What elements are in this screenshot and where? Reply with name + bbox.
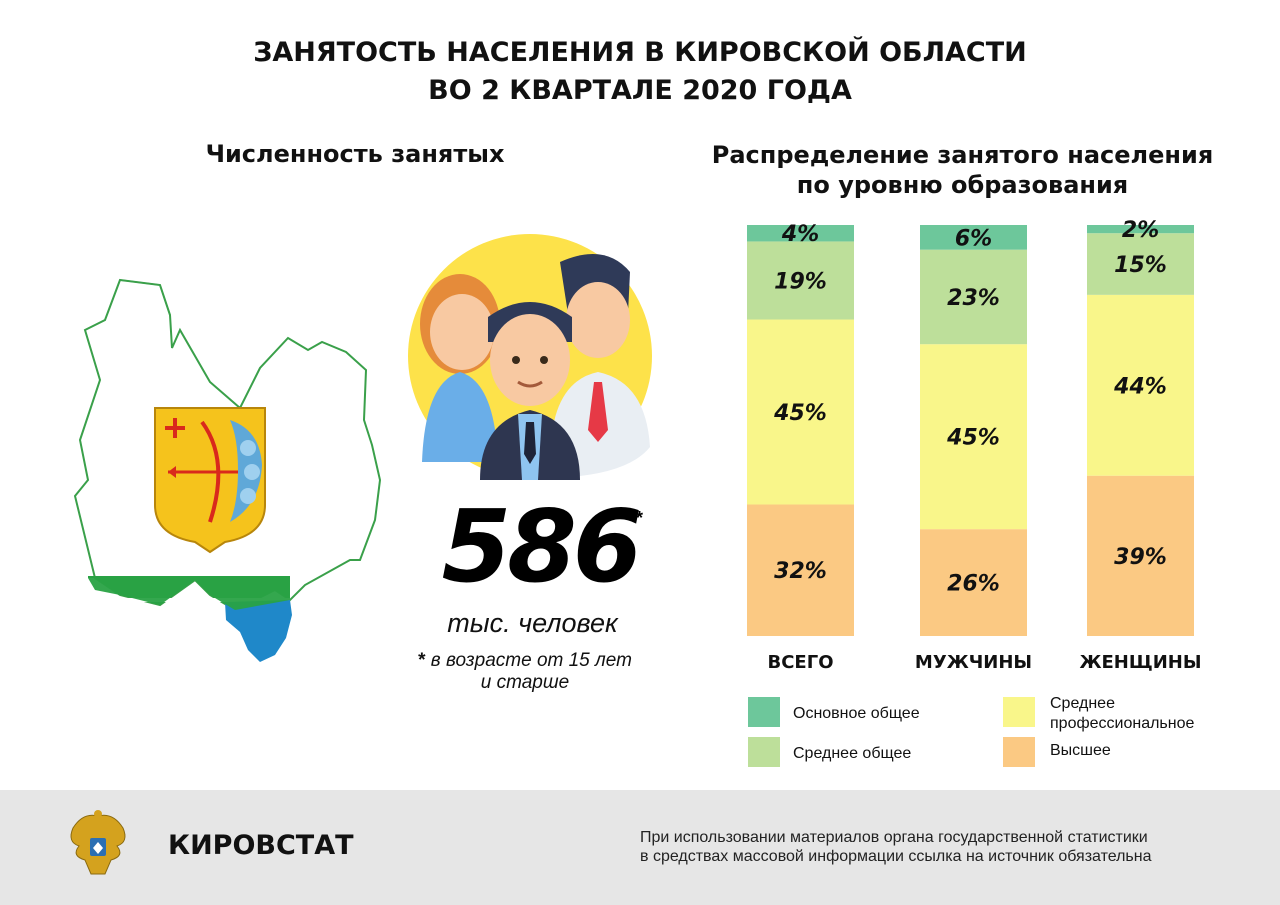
legend-label-vocational-line2: профессиональное <box>1050 715 1195 732</box>
chart-heading-line1: Распределение занятого населения <box>711 141 1214 169</box>
footnote-mark: * <box>418 650 426 671</box>
legend-label-vocational: Среднее профессиональное <box>1050 694 1194 734</box>
legend-label-higher: Высшее <box>1050 742 1111 759</box>
page-title-line2: ВО 2 КВАРТАЛЕ 2020 ГОДА <box>428 75 852 106</box>
page-title: ЗАНЯТОСТЬ НАСЕЛЕНИЯ В КИРОВСКОЙ ОБЛАСТИ … <box>0 34 1280 110</box>
bar-segment <box>1087 233 1194 295</box>
bar-value-label: 4% <box>781 222 819 247</box>
kirov-coat-of-arms-icon <box>154 407 266 554</box>
chart-heading: Распределение занятого населения по уров… <box>690 140 1235 200</box>
employed-count-footnote-mark: * <box>636 508 644 528</box>
page-title-line1: ЗАНЯТОСТЬ НАСЕЛЕНИЯ В КИРОВСКОЙ ОБЛАСТИ <box>253 37 1027 68</box>
bar-segment <box>920 344 1027 530</box>
people-group-icon <box>408 234 652 480</box>
legend-label-secondary: Среднее общее <box>793 745 912 762</box>
category-label: МУЖЧИНЫ <box>915 652 1032 673</box>
flag-white-strip <box>90 598 290 602</box>
region-inner-1 <box>119 279 171 316</box>
bar-value-label: 45% <box>946 426 1000 451</box>
bar-segment <box>920 249 1027 345</box>
legend-label-vocational-line1: Среднее <box>1050 695 1115 712</box>
bar-segment <box>920 529 1027 636</box>
employed-unit: тыс. человек <box>447 608 618 638</box>
flag-blue-area <box>225 600 292 662</box>
disclaimer: При использовании материалов органа госу… <box>640 828 1220 866</box>
category-label: ВСЕГО <box>768 652 834 673</box>
disclaimer-line2: в средствах массовой информации ссылка н… <box>640 848 1152 865</box>
footer <box>0 790 1280 905</box>
bar-value-label: 15% <box>1114 253 1167 278</box>
bar-value-label: 19% <box>774 269 827 294</box>
kirov-region-map-icon <box>73 278 382 662</box>
chart-heading-line2: по уровню образования <box>796 171 1129 199</box>
employed-count: 586 <box>441 488 643 605</box>
disclaimer-line1: При использовании материалов органа госу… <box>640 829 1148 846</box>
bar-value-label: 32% <box>774 559 827 584</box>
bar-segment <box>747 225 854 242</box>
bar-segment <box>1087 475 1194 636</box>
legend-swatch-higher <box>1003 737 1035 767</box>
bar-value-label: 6% <box>955 226 992 251</box>
bar-segment <box>747 319 854 505</box>
legend-swatch-vocational <box>1003 697 1035 727</box>
bar-value-label: 2% <box>1122 218 1159 243</box>
education-stacked-bar-chart: 32% 45% 19% 4% ВСЕГО 26% 45% 23% 6% МУЖЧИНЫ 39% 44%… <box>747 218 1202 673</box>
org-name: КИРОВСТАТ <box>168 830 354 861</box>
bar-value-label: 45% <box>773 401 827 426</box>
bar-segment <box>1087 225 1194 234</box>
legend-swatch-secondary <box>748 737 780 767</box>
footnote-line2: и старше <box>480 672 570 693</box>
employed-footnote: * в возрасте от 15 лет и старше <box>395 650 655 694</box>
bar-value-label: 26% <box>947 572 1000 597</box>
bar-segment <box>1087 294 1194 476</box>
rosstat-emblem-icon <box>70 810 126 875</box>
flag-green-tail <box>88 578 290 610</box>
bar-segment <box>747 504 854 636</box>
bar-segment <box>747 241 854 320</box>
bar-value-label: 44% <box>1113 374 1167 399</box>
bar-value-label: 39% <box>1114 545 1167 570</box>
category-label: ЖЕНЩИНЫ <box>1079 652 1201 673</box>
legend-label-basic: Основное общее <box>793 705 920 722</box>
legend-swatch-basic <box>748 697 780 727</box>
bar-segment <box>920 225 1027 250</box>
footnote-line1: в возрасте от 15 лет <box>430 650 632 671</box>
employed-heading: Численность занятых <box>205 140 505 168</box>
bar-value-label: 23% <box>947 286 1000 311</box>
